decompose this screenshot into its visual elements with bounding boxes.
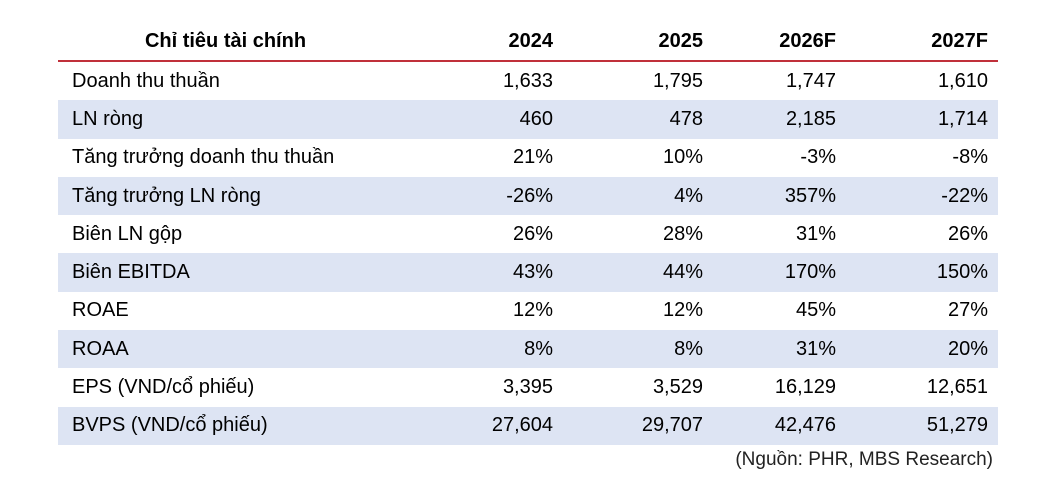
row-value-2026f: 45% (795, 299, 836, 322)
row-value-2027f: 26% (947, 222, 988, 245)
row-value-2026f: 1,747 (785, 69, 836, 92)
row-value-2024: 3,395 (502, 376, 553, 399)
row-value-2025: 44% (662, 261, 703, 284)
row-value-2025: 478 (669, 107, 703, 130)
row-label: ROAE (72, 299, 129, 322)
row-label: Doanh thu thuần (72, 69, 220, 92)
row-value-2027f: 1,610 (937, 69, 988, 92)
row-label: Tăng trưởng LN ròng (72, 184, 261, 207)
row-label: Biên EBITDA (72, 261, 190, 284)
header-year-2026f: 2026F (779, 29, 836, 52)
row-value-2025: 4% (674, 184, 703, 207)
row-value-2027f: -22% (941, 184, 988, 207)
row-value-2027f: 150% (936, 261, 988, 284)
row-value-2027f: 1,714 (937, 107, 988, 130)
row-label: ROAA (72, 337, 129, 360)
row-value-2025: 1,795 (652, 69, 703, 92)
row-value-2025: 3,529 (652, 376, 703, 399)
row-value-2024: 460 (519, 107, 553, 130)
row-value-2026f: 357% (784, 184, 836, 207)
row-value-2027f: 12,651 (926, 376, 988, 399)
header-indicator-label: Chỉ tiêu tài chính (144, 29, 307, 52)
table-row: Tăng trưởng LN ròng -26% 4% 357% -22% (58, 176, 998, 216)
row-value-2024: 21% (512, 146, 553, 169)
row-label: LN ròng (72, 107, 144, 130)
table-row: BVPS (VND/cổ phiếu) 27,604 29,707 42,476… (58, 406, 998, 445)
table-row: EPS (VND/cổ phiếu) 3,395 3,529 16,129 12… (58, 368, 998, 406)
financial-indicators-table: Chỉ tiêu tài chính 2024 2025 2026F 2027F… (58, 22, 998, 445)
table-row: Tăng trưởng doanh thu thuần 21% 10% -3% … (58, 139, 998, 177)
row-value-2027f: 20% (947, 337, 988, 360)
table-row: ROAE 12% 12% 45% 27% (58, 292, 998, 330)
row-value-2026f: -3% (800, 146, 836, 169)
row-value-2025: 10% (662, 146, 703, 169)
table-header-row: Chỉ tiêu tài chính 2024 2025 2026F 2027F (58, 22, 998, 62)
row-value-2025: 29,707 (641, 414, 703, 437)
table-row: Biên EBITDA 43% 44% 170% 150% (58, 253, 998, 292)
row-value-2026f: 16,129 (774, 376, 836, 399)
table-row: LN ròng 460 478 2,185 1,714 (58, 100, 998, 139)
row-value-2025: 12% (662, 299, 703, 322)
row-value-2027f: 51,279 (926, 414, 988, 437)
row-label: EPS (VND/cổ phiếu) (72, 376, 255, 399)
row-value-2026f: 31% (795, 337, 836, 360)
row-value-2024: 43% (512, 261, 553, 284)
row-label: Biên LN gộp (72, 222, 183, 245)
row-value-2026f: 170% (784, 261, 836, 284)
row-value-2026f: 2,185 (785, 107, 836, 130)
row-value-2026f: 31% (795, 222, 836, 245)
row-label: BVPS (VND/cổ phiếu) (72, 414, 268, 437)
row-label: Tăng trưởng doanh thu thuần (72, 146, 335, 169)
header-year-2025: 2025 (658, 29, 704, 52)
table-row: Doanh thu thuần 1,633 1,795 1,747 1,610 (58, 62, 998, 100)
header-year-2024: 2024 (508, 29, 554, 52)
row-value-2024: 1,633 (502, 69, 553, 92)
row-value-2024: 26% (512, 222, 553, 245)
row-value-2024: 27,604 (491, 414, 553, 437)
row-value-2025: 28% (662, 222, 703, 245)
row-value-2026f: 42,476 (774, 414, 836, 437)
source-note: (Nguồn: PHR, MBS Research) (735, 449, 993, 470)
row-value-2024: 8% (524, 337, 553, 360)
header-year-2027f: 2027F (931, 29, 988, 52)
row-value-2025: 8% (674, 337, 703, 360)
row-value-2024: 12% (512, 299, 553, 322)
table-row: ROAA 8% 8% 31% 20% (58, 330, 998, 369)
row-value-2027f: -8% (952, 146, 988, 169)
table-row: Biên LN gộp 26% 28% 31% 26% (58, 215, 998, 253)
row-value-2027f: 27% (947, 299, 988, 322)
row-value-2024: -26% (506, 184, 553, 207)
